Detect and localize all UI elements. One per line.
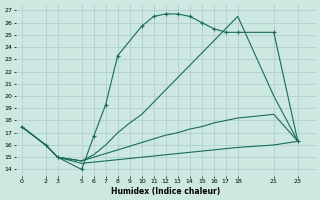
- X-axis label: Humidex (Indice chaleur): Humidex (Indice chaleur): [111, 187, 220, 196]
